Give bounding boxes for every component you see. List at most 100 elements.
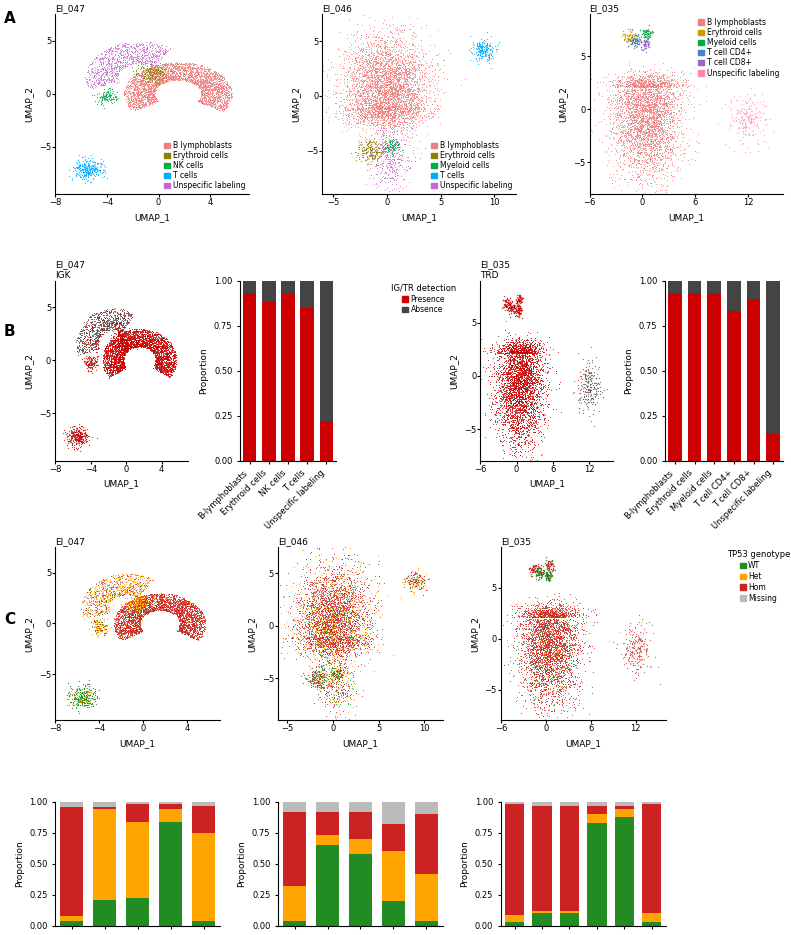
Point <box>123 577 135 592</box>
Point <box>149 68 162 83</box>
Point <box>531 390 543 405</box>
Point <box>507 353 520 368</box>
Point <box>153 352 166 367</box>
Point <box>520 610 532 625</box>
Point <box>520 367 533 382</box>
Point <box>308 614 320 629</box>
Point <box>190 611 202 626</box>
Point <box>191 599 203 614</box>
Point <box>617 81 630 96</box>
Point <box>84 163 97 178</box>
Point <box>369 103 381 118</box>
Bar <box>60 807 83 915</box>
Point <box>303 607 316 622</box>
Point <box>376 54 388 69</box>
Point <box>184 597 197 612</box>
Point <box>515 381 528 396</box>
Point <box>127 322 140 337</box>
Point <box>121 315 134 330</box>
Point <box>314 581 327 596</box>
Point <box>165 69 178 84</box>
Point <box>184 609 197 624</box>
Point <box>202 61 215 76</box>
Point <box>539 629 551 644</box>
Point <box>367 38 380 53</box>
Point <box>112 36 125 51</box>
Point <box>525 385 538 400</box>
Point <box>109 359 122 374</box>
Point <box>635 79 648 94</box>
Point <box>139 604 152 619</box>
Point <box>631 170 644 185</box>
Point <box>562 619 574 634</box>
Point <box>117 581 130 596</box>
Point <box>346 636 358 651</box>
Point <box>376 30 388 45</box>
Point <box>657 75 669 90</box>
Point <box>122 607 134 622</box>
Point <box>187 620 199 635</box>
Point <box>195 606 207 621</box>
Point <box>146 95 158 110</box>
Point <box>125 56 138 71</box>
Point <box>308 613 321 628</box>
Point <box>515 628 528 643</box>
Point <box>657 94 670 109</box>
Point <box>161 352 174 367</box>
Point <box>528 413 540 428</box>
Point <box>318 560 331 575</box>
Point <box>634 99 647 114</box>
Point <box>547 668 559 683</box>
Point <box>356 68 369 83</box>
Point <box>519 372 532 387</box>
Point <box>297 576 310 591</box>
Point <box>131 595 143 610</box>
Point <box>328 661 341 676</box>
Point <box>123 79 135 94</box>
Point <box>319 686 331 701</box>
Point <box>642 111 654 126</box>
Point <box>221 76 233 91</box>
Point <box>526 354 539 369</box>
Point <box>123 324 135 339</box>
Point <box>423 84 436 99</box>
Point <box>584 366 596 381</box>
Point <box>175 596 187 611</box>
Point <box>364 148 377 163</box>
Point <box>180 607 192 622</box>
Point <box>513 367 525 381</box>
Point <box>373 117 386 132</box>
Point <box>346 608 358 623</box>
Point <box>404 95 417 110</box>
Point <box>331 606 344 621</box>
Point <box>188 610 201 625</box>
Point <box>313 675 326 690</box>
Point <box>118 626 131 641</box>
Point <box>117 629 130 644</box>
Point <box>542 667 554 682</box>
Point <box>516 358 528 373</box>
Point <box>112 61 125 76</box>
Point <box>324 635 336 650</box>
Point <box>128 74 141 89</box>
Point <box>368 73 380 88</box>
Point <box>85 316 97 331</box>
Point <box>638 127 651 142</box>
Point <box>133 610 146 625</box>
Point <box>532 565 545 580</box>
Point <box>331 639 343 654</box>
Point <box>78 152 91 167</box>
Point <box>311 614 324 629</box>
Point <box>304 652 316 667</box>
Point <box>333 588 346 603</box>
Point <box>313 606 326 621</box>
Point <box>131 599 144 614</box>
Point <box>306 586 319 601</box>
Point <box>119 326 131 341</box>
Point <box>144 93 157 108</box>
Point <box>189 627 202 642</box>
Point <box>177 67 190 82</box>
Point <box>650 89 663 104</box>
Point <box>638 127 650 142</box>
Point <box>373 100 385 115</box>
